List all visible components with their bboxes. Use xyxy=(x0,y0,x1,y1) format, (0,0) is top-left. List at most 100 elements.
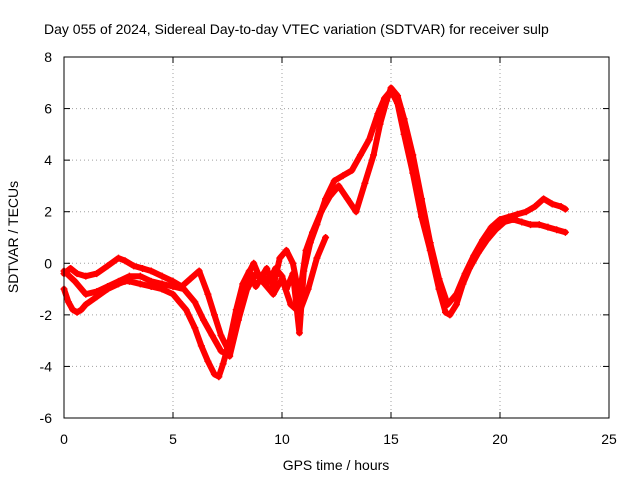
data-point xyxy=(348,166,356,174)
data-point xyxy=(282,246,290,254)
data-point xyxy=(442,308,449,316)
data-point xyxy=(400,115,408,123)
data-point xyxy=(252,282,260,290)
data-point xyxy=(409,151,417,159)
data-point xyxy=(77,306,85,314)
data-point xyxy=(219,360,227,368)
data-point xyxy=(505,213,513,221)
data-point xyxy=(210,311,218,319)
x-tick-label: 15 xyxy=(383,431,399,447)
data-point xyxy=(263,264,271,272)
data-point xyxy=(513,210,521,218)
data-point xyxy=(326,192,334,200)
data-point xyxy=(383,97,391,105)
data-point xyxy=(73,270,81,278)
data-point xyxy=(387,84,395,92)
data-point xyxy=(352,208,360,216)
x-tick-label: 25 xyxy=(601,431,617,447)
data-point xyxy=(204,357,212,365)
y-tick-label: 2 xyxy=(44,204,52,220)
data-point xyxy=(461,270,469,278)
data-point xyxy=(204,290,212,298)
data-point xyxy=(243,272,251,280)
data-point xyxy=(93,270,101,278)
data-point xyxy=(136,280,144,288)
data-point xyxy=(176,298,184,306)
data-point xyxy=(64,298,72,306)
data-point xyxy=(73,308,81,316)
data-point xyxy=(182,306,190,314)
data-point xyxy=(335,182,343,190)
data-point xyxy=(276,254,284,262)
data-point xyxy=(295,293,303,301)
data-point xyxy=(361,179,369,187)
data-point xyxy=(365,136,373,144)
data-point xyxy=(250,259,258,267)
data-point xyxy=(269,290,277,298)
y-tick-label: -2 xyxy=(40,307,53,323)
data-point xyxy=(115,254,122,262)
data-point xyxy=(115,277,122,285)
data-point xyxy=(121,257,129,265)
y-tick-label: 8 xyxy=(44,49,52,65)
data-point xyxy=(339,172,347,180)
data-point xyxy=(208,331,216,339)
data-point xyxy=(561,205,569,213)
data-point xyxy=(496,215,504,223)
data-point xyxy=(147,267,155,275)
data-point xyxy=(376,120,384,128)
y-tick-label: 0 xyxy=(44,255,52,271)
data-point xyxy=(217,347,225,355)
x-tick-label: 10 xyxy=(274,431,290,447)
data-point xyxy=(295,329,303,337)
data-point xyxy=(394,92,402,100)
data-point xyxy=(370,151,378,159)
series-band xyxy=(61,84,569,352)
data-point xyxy=(200,316,208,324)
data-point xyxy=(302,246,310,254)
data-point xyxy=(470,252,478,260)
x-axis-label: GPS time / hours xyxy=(283,457,390,473)
data-point xyxy=(446,311,454,319)
data-point xyxy=(67,264,75,272)
data-point xyxy=(180,285,188,293)
y-axis-label: SDTVAR / TECUs xyxy=(5,181,21,293)
plot-frame xyxy=(63,56,610,419)
y-tick-label: -6 xyxy=(40,410,53,426)
data-point xyxy=(186,275,194,283)
data-point xyxy=(487,223,495,231)
data-point xyxy=(518,218,526,226)
data-point xyxy=(452,301,460,309)
series-band xyxy=(61,234,329,360)
data-point xyxy=(195,267,203,275)
data-point xyxy=(130,262,138,270)
data-point xyxy=(261,280,269,288)
data-point xyxy=(535,221,543,229)
data-point xyxy=(169,290,177,298)
data-point xyxy=(309,228,317,236)
data-point xyxy=(243,285,251,293)
data-point xyxy=(322,234,330,241)
data-point xyxy=(527,221,535,229)
data-point xyxy=(226,352,234,360)
data-point xyxy=(531,203,539,211)
data-point xyxy=(104,262,112,270)
data-point xyxy=(289,259,297,267)
data-point xyxy=(313,254,321,262)
data-point xyxy=(191,324,199,332)
x-tick-label: 20 xyxy=(492,431,508,447)
data-point xyxy=(452,290,460,298)
y-tick-label: 6 xyxy=(44,101,52,117)
data-point xyxy=(71,277,79,285)
data-series xyxy=(60,84,569,381)
data-point xyxy=(444,301,452,309)
data-point xyxy=(82,301,90,309)
data-point xyxy=(138,264,146,272)
y-tick-label: -4 xyxy=(40,358,53,374)
data-point xyxy=(217,331,225,339)
data-point xyxy=(169,282,177,290)
data-point xyxy=(553,226,561,234)
data-point xyxy=(191,298,199,306)
data-point xyxy=(287,301,295,309)
data-point xyxy=(356,151,364,159)
